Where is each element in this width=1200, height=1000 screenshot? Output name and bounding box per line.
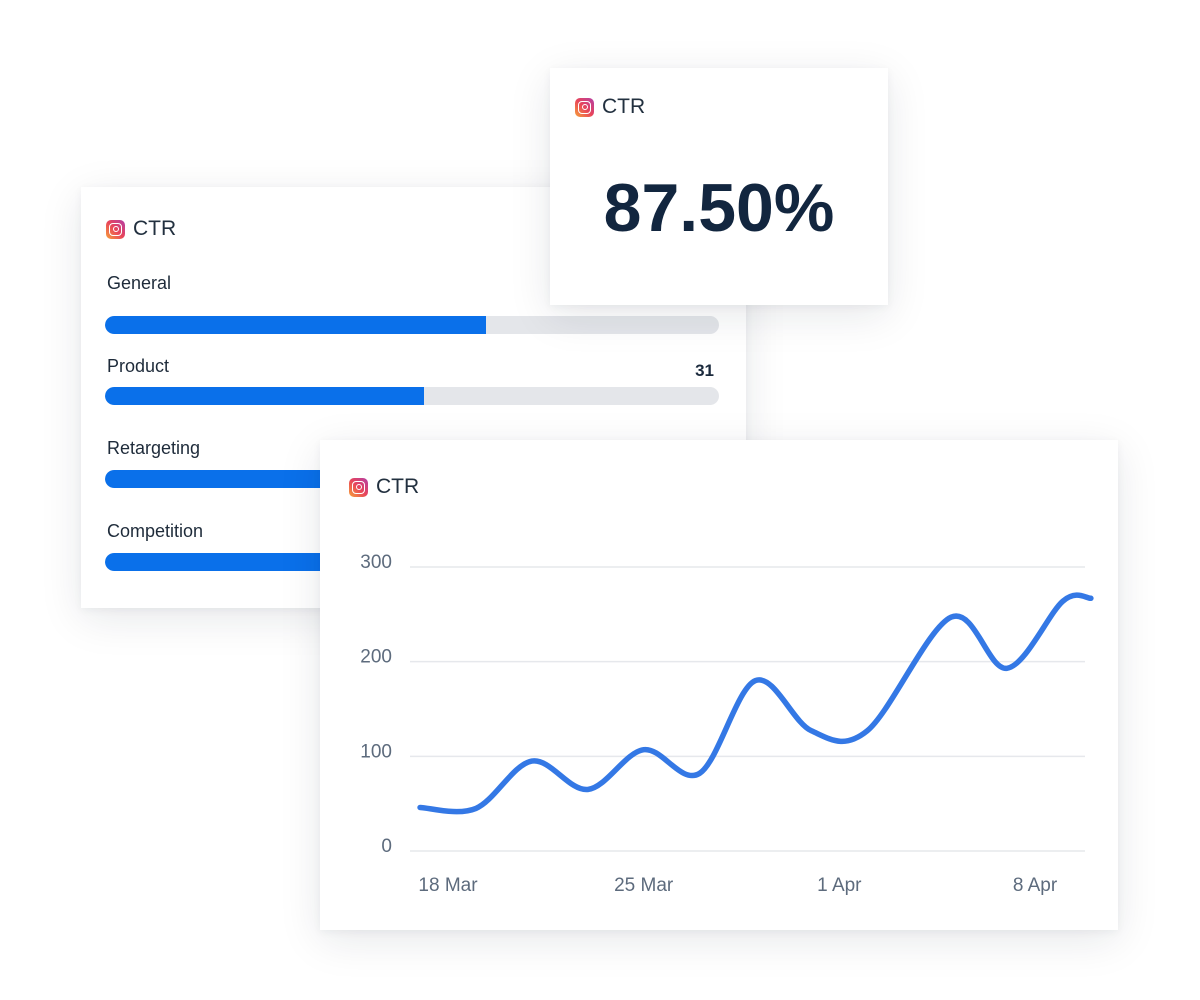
- bar-fill: [105, 553, 382, 571]
- x-tick-label: 8 Apr: [1013, 875, 1058, 896]
- x-tick-label: 1 Apr: [817, 875, 862, 896]
- card-title: CTR: [602, 95, 646, 118]
- card-header: CTR: [106, 217, 176, 241]
- ctr-line-chart-card: CTR 0 100 200 300 18 Mar 25 Mar 1 Apr 8 Apr: [320, 440, 1118, 930]
- bar-label-retargeting: Retargeting: [107, 438, 201, 458]
- y-tick-label: 0: [381, 836, 392, 857]
- bar-label-product: Product: [107, 356, 170, 376]
- card-header: CTR: [575, 95, 645, 119]
- bar-value-product: 31: [695, 361, 714, 380]
- bar-fill: [105, 316, 486, 334]
- x-tick-label: 18 Mar: [418, 875, 478, 896]
- bar-fill: [105, 470, 382, 488]
- card-title: CTR: [133, 217, 177, 240]
- bar-fill: [105, 387, 425, 405]
- instagram-icon: [575, 97, 594, 117]
- ctr-kpi-card: CTR 87.50%: [550, 68, 888, 305]
- instagram-icon: [349, 477, 368, 497]
- bar-product: [105, 387, 719, 405]
- y-tick-label: 200: [360, 647, 392, 668]
- card-header: CTR: [349, 475, 419, 499]
- bar-label-competition: Competition: [107, 521, 204, 541]
- y-tick-label: 100: [360, 741, 392, 762]
- y-tick-label: 300: [360, 552, 392, 573]
- line-chart: 0 100 200 300 18 Mar 25 Mar 1 Apr 8 Apr: [360, 552, 1094, 896]
- instagram-icon: [106, 219, 125, 239]
- kpi-value: 87.50%: [603, 170, 835, 246]
- x-tick-label: 25 Mar: [614, 875, 674, 896]
- ctr-series-line: [417, 592, 1094, 815]
- card-title: CTR: [376, 475, 420, 498]
- bar-general: [105, 316, 719, 334]
- bar-label-general: General: [107, 273, 172, 293]
